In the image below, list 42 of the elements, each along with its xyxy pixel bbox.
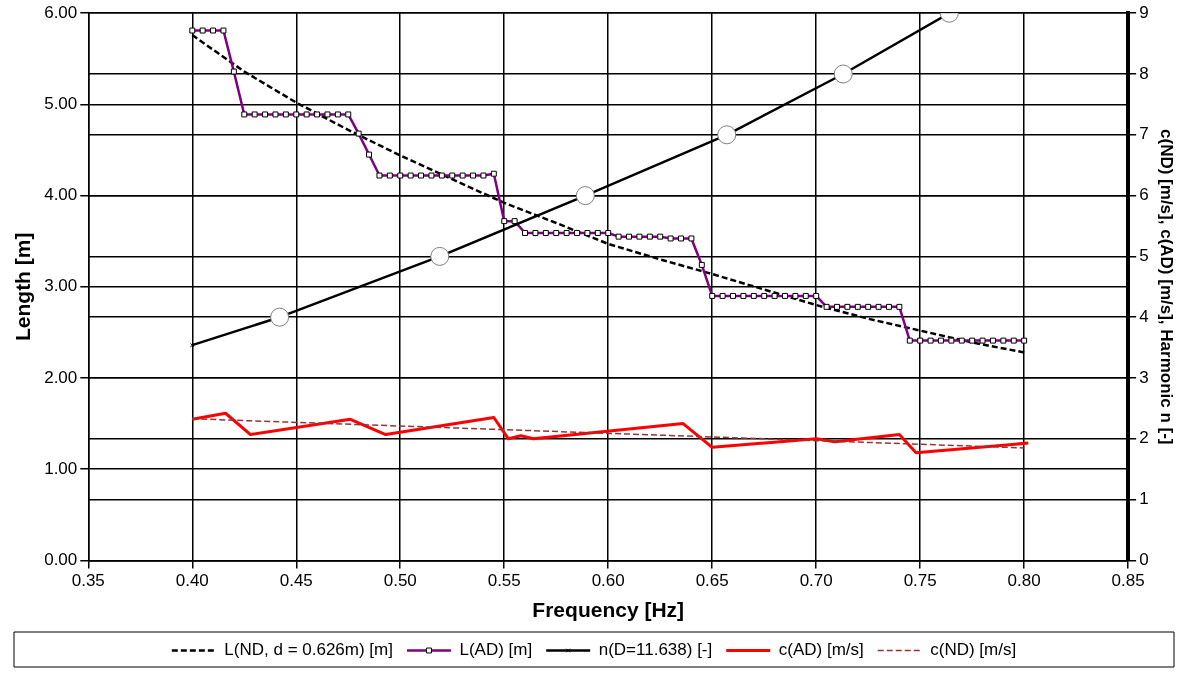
x-axis-title: Frequency [Hz] <box>532 598 685 622</box>
point <box>430 246 450 266</box>
x-tick-label: 0.55 <box>487 571 521 591</box>
point <box>833 64 853 84</box>
point <box>575 186 595 206</box>
x-tick-label: 0.35 <box>71 571 105 591</box>
y2-axis-title: c(ND) [m/s], c(AD) [m/s], Harmonic n [-] <box>1157 129 1177 445</box>
legend-label: L(AD) [m] <box>459 640 533 660</box>
x-tick-label: 0.40 <box>175 571 209 591</box>
y2-tick-label: 8 <box>1139 63 1149 83</box>
y-tick-label: 0.00 <box>44 550 78 570</box>
legend-label: L(ND, d = 0.626m) [m] <box>224 640 393 660</box>
point <box>270 307 290 327</box>
x-tick-label: 0.70 <box>799 571 833 591</box>
y2-tick-label: 3 <box>1139 367 1149 387</box>
x-tick-label: 0.85 <box>1111 571 1145 591</box>
point <box>190 342 195 348</box>
y2-tick-label: 1 <box>1139 489 1149 509</box>
x-tick-label: 0.60 <box>591 571 625 591</box>
legend-label: c(AD) [m/s] <box>778 640 864 660</box>
y-tick-label: 2.00 <box>44 367 78 387</box>
y-tick-label: 3.00 <box>44 276 78 296</box>
legend-label: c(ND) [m/s] <box>930 640 1017 660</box>
point <box>717 125 737 145</box>
legend-label: n(D=11.638) [-] <box>598 640 713 660</box>
y-tick-label: 1.00 <box>44 458 78 478</box>
y-tick-label: 6.00 <box>44 2 78 22</box>
y2-tick-label: 2 <box>1139 428 1149 448</box>
y-axis-title: Length [m] <box>11 232 35 342</box>
y2-tick-label: 0 <box>1139 550 1149 570</box>
y-tick-label: 5.00 <box>44 94 78 114</box>
y2-tick-label: 4 <box>1139 306 1149 326</box>
x-tick-label: 0.50 <box>383 571 417 591</box>
x-tick-label: 0.45 <box>279 571 313 591</box>
y2-tick-label: 7 <box>1139 124 1149 144</box>
y2-tick-label: 9 <box>1139 2 1149 22</box>
x-tick-label: 0.80 <box>1007 571 1041 591</box>
y2-tick-label: 5 <box>1139 246 1149 266</box>
x-tick-label: 0.65 <box>695 571 729 591</box>
y-tick-label: 4.00 <box>44 185 78 205</box>
x-tick-label: 0.75 <box>903 571 937 591</box>
y2-tick-label: 6 <box>1139 185 1149 205</box>
